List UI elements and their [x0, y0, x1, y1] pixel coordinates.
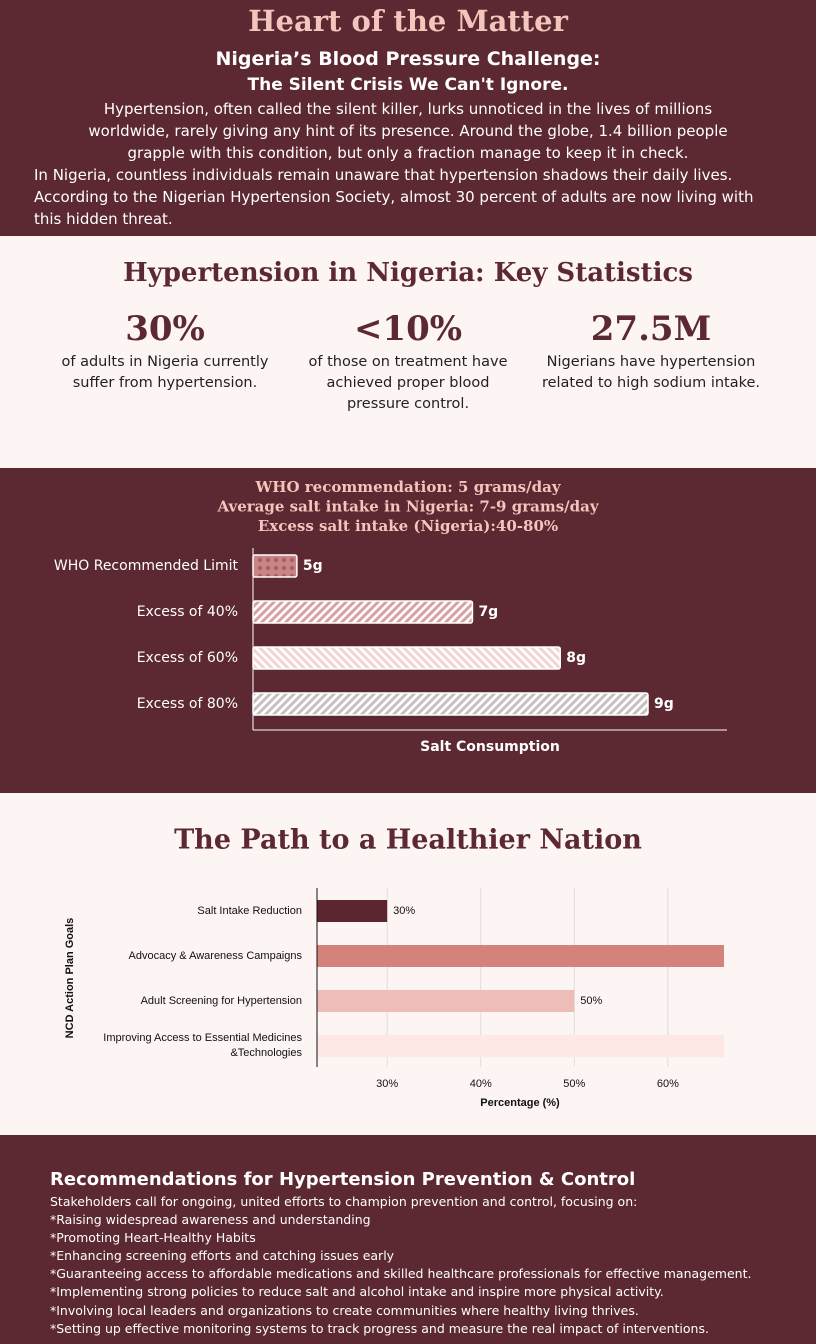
- category-label: Excess of 40%: [137, 604, 238, 620]
- value-label: 5g: [303, 558, 323, 574]
- category-label: Salt Intake Reduction: [197, 904, 302, 917]
- x-tick-label: 40%: [470, 1078, 492, 1090]
- value-label: 7g: [478, 604, 498, 620]
- x-axis-label: Percentage (%): [480, 1097, 560, 1109]
- bars: 30% 50%: [317, 900, 724, 1057]
- stats: Hypertension in Nigeria: Key Statistics …: [0, 236, 816, 468]
- rec-title: Recommendations for Hypertension Prevent…: [50, 1169, 636, 1190]
- rec-item: *Involving local leaders and organizatio…: [50, 1302, 639, 1318]
- rec-item: *Promoting Heart-Healthy Habits: [50, 1230, 256, 1246]
- stat-text: Nigerians have hypertension related to h…: [541, 354, 761, 391]
- bar: [252, 646, 561, 670]
- x-tick-label: 50%: [563, 1078, 585, 1090]
- stat-value: <10%: [353, 309, 463, 349]
- chart-title: WHO recommendation: 5 grams/day: [254, 478, 561, 496]
- value-label: 9g: [654, 696, 674, 712]
- stat: 27.5M Nigerians have hypertension related…: [536, 306, 766, 415]
- category-label: Adult Screening for Hypertension: [140, 994, 302, 1007]
- intro: Heart of the Matter Nigeria’s Blood Pres…: [0, 0, 816, 236]
- category-label: Improving Access to Essential Medicines …: [103, 1032, 302, 1059]
- stat: <10% of those on treatment have achieved …: [293, 306, 523, 415]
- category-label: Excess of 80%: [137, 696, 238, 712]
- rec-list: *Raising widespread awareness and unders…: [50, 1211, 766, 1338]
- bar: [252, 600, 474, 624]
- paragraph: Hypertension, often called the silent ki…: [88, 100, 728, 162]
- x-tick-label: 60%: [657, 1078, 679, 1090]
- rec-item: *Enhancing screening efforts and catchin…: [50, 1248, 395, 1264]
- category-label: WHO Recommended Limit: [54, 558, 239, 574]
- chart: WHO recommendation: 5 grams/day Average s…: [54, 478, 727, 755]
- stats-title: Hypertension in Nigeria: Key Statistics: [123, 258, 693, 288]
- rec-item: *Guaranteeing access to affordable medic…: [50, 1266, 752, 1282]
- category-label: Advocacy & Awareness Campaigns: [128, 949, 302, 962]
- bar: [317, 900, 388, 922]
- chart-title: Average salt intake in Nigeria: 7-9 gram…: [216, 498, 599, 516]
- subtitle: Nigeria’s Blood Pressure Challenge:: [215, 48, 601, 70]
- bar: [252, 554, 298, 578]
- goals-chart-section: The Path to a Healthier Nation 30% 40% 50% 6…: [0, 793, 816, 1135]
- chart-title: Excess salt intake (Nigeria):40-80%: [258, 517, 558, 535]
- rec-item: *Setting up effective monitoring systems…: [50, 1320, 709, 1336]
- bar: [317, 1035, 724, 1057]
- title: Heart of the Matter: [248, 4, 568, 38]
- bar: [317, 945, 724, 967]
- chart: The Path to a Healthier Nation 30% 40% 50% 6…: [64, 825, 724, 1109]
- category-label: Excess of 60%: [137, 650, 238, 666]
- stat-row: 30% of adults in Nigeria currently suffer…: [0, 306, 816, 415]
- chart-title: The Path to a Healthier Nation: [174, 825, 642, 856]
- x-axis-label: Salt Consumption: [420, 739, 560, 755]
- value-label: 50%: [580, 995, 602, 1007]
- y-axis-label: NCD Action Plan Goals: [64, 918, 76, 1039]
- stat-value: 30%: [125, 309, 205, 349]
- recommendations: Recommendations for Hypertension Prevent…: [0, 1135, 816, 1344]
- stat: 30% of adults in Nigeria currently suffer…: [50, 306, 280, 415]
- value-label: 30%: [393, 905, 415, 917]
- bar: [252, 692, 649, 716]
- stat-text: of adults in Nigeria currently suffer fr…: [61, 354, 269, 391]
- rec-intro: Stakeholders call for ongoing, united ef…: [50, 1194, 638, 1209]
- x-tick-label: 30%: [376, 1078, 398, 1090]
- tagline: The Silent Crisis We Can't Ignore.: [247, 75, 569, 95]
- rec-item: *Implementing strong policies to reduce …: [50, 1284, 664, 1300]
- paragraph: In Nigeria, countless individuals remain…: [34, 166, 754, 228]
- stat-text: of those on treatment have achieved prop…: [308, 354, 508, 412]
- bar: [317, 990, 575, 1012]
- stat-value: 27.5M: [590, 309, 712, 349]
- rec-item: *Raising widespread awareness and unders…: [50, 1212, 371, 1228]
- value-label: 8g: [566, 650, 586, 666]
- salt-chart-section: WHO recommendation: 5 grams/day Average s…: [0, 468, 816, 793]
